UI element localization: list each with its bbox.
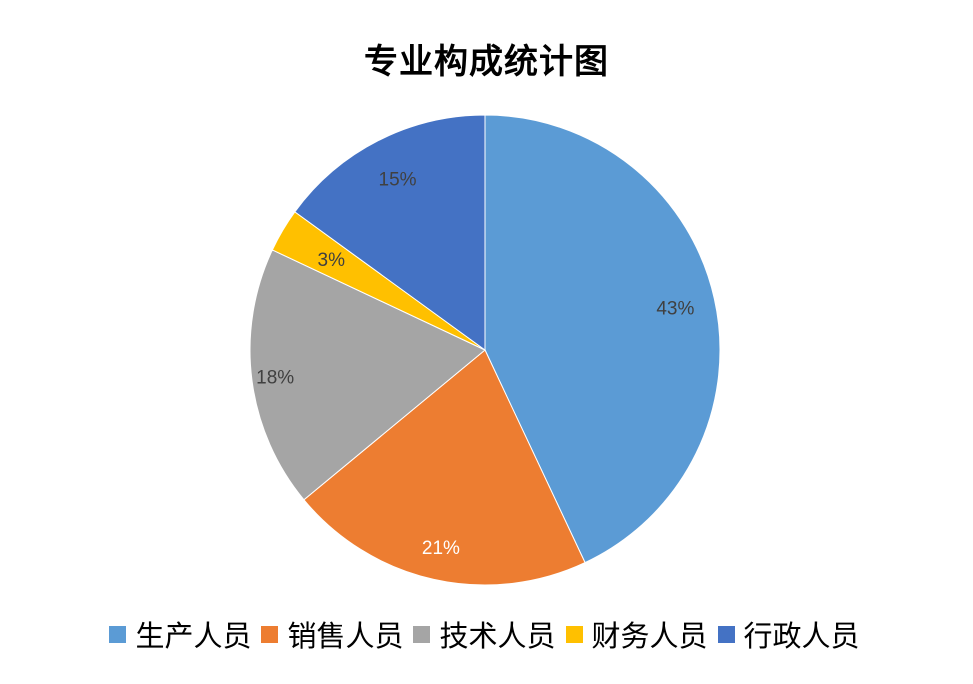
- legend-swatch-icon: [413, 625, 431, 643]
- legend: 生产人员 销售人员 技术人员 财务人员 行政人员: [0, 612, 973, 656]
- pie-chart: 43% 21% 18% 3% 15%: [249, 114, 721, 586]
- slice-label-2: 21%: [422, 538, 460, 559]
- legend-item-4: 财务人员: [565, 613, 712, 655]
- pie-slice-2: [303, 349, 586, 586]
- legend-label: 行政人员: [743, 619, 860, 653]
- pie-slice-1: [484, 114, 721, 564]
- legend-label: 销售人员: [287, 619, 404, 653]
- legend-item-3: 技术人员: [413, 613, 559, 655]
- legend-item-2: 销售人员: [261, 613, 407, 655]
- legend-label: 财务人员: [591, 619, 708, 653]
- legend-swatch-icon: [717, 625, 735, 643]
- legend-label: 技术人员: [439, 619, 556, 653]
- legend-swatch-icon: [565, 625, 583, 643]
- legend-swatch-icon: [109, 625, 127, 643]
- pie-slice-3: [249, 249, 486, 501]
- slice-label-3: 18%: [256, 368, 294, 389]
- legend-item-5: 行政人员: [717, 613, 864, 655]
- legend-swatch-icon: [261, 625, 279, 643]
- pie-slice-5: [294, 114, 486, 351]
- legend-label: 生产人员: [135, 619, 252, 653]
- chart-title: 专业构成统计图: [364, 42, 609, 82]
- slice-label-4: 3%: [318, 250, 346, 271]
- slice-label-1: 43%: [656, 298, 694, 319]
- slice-label-5: 15%: [379, 169, 417, 190]
- legend-item-1: 生产人员: [109, 613, 255, 655]
